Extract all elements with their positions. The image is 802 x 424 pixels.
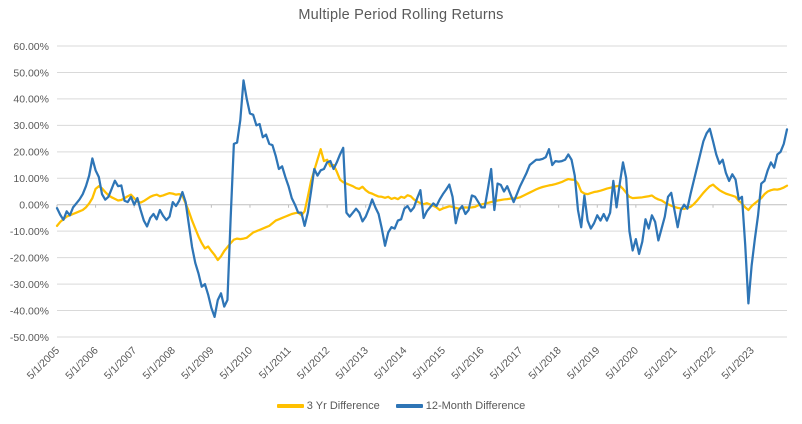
- legend-swatch-12-month-difference: [395, 404, 423, 408]
- legend-swatch-3yr-difference: [276, 404, 304, 408]
- x-tick-label: 5/1/2006: [63, 345, 100, 382]
- x-tick-label: 5/1/2019: [565, 345, 602, 382]
- x-tick-label: 5/1/2016: [449, 345, 486, 382]
- x-tick-label: 5/1/2023: [719, 345, 756, 382]
- y-tick-label: -40.00%: [10, 305, 49, 317]
- x-tick-label: 5/1/2005: [25, 345, 62, 382]
- legend-label-12-month-difference: 12-Month Difference: [425, 400, 526, 412]
- y-tick-label: -50.00%: [10, 332, 49, 344]
- y-tick-label: -30.00%: [10, 279, 49, 291]
- chart-legend: 3 Yr Difference 12-Month Difference: [0, 400, 802, 412]
- y-tick-label: 30.00%: [13, 120, 49, 132]
- x-tick-label: 5/1/2020: [604, 345, 641, 382]
- y-tick-label: -10.00%: [10, 226, 49, 238]
- x-tick-label: 5/1/2014: [372, 345, 409, 382]
- x-tick-label: 5/1/2013: [333, 345, 370, 382]
- chart-title: Multiple Period Rolling Returns: [298, 7, 504, 23]
- x-tick-label: 5/1/2011: [257, 345, 294, 382]
- x-axis-labels: 5/1/2005 5/1/2006 5/1/2007 5/1/2008 5/1/2009…: [25, 345, 757, 383]
- legend-item-3yr-difference[interactable]: 3 Yr Difference: [276, 400, 380, 412]
- x-tick-label: 5/1/2017: [488, 345, 525, 382]
- y-axis-labels: 60.00% 50.00% 40.00% 30.00% 20.00% 10.00% 0.00…: [10, 41, 49, 344]
- y-gridlines: [57, 45, 787, 338]
- y-tick-label: 10.00%: [13, 173, 49, 185]
- legend-label-3yr-difference: 3 Yr Difference: [306, 400, 380, 412]
- x-tick-label: 5/1/2022: [681, 345, 718, 382]
- legend-item-12-month-difference[interactable]: 12-Month Difference: [395, 400, 526, 412]
- y-tick-label: 20.00%: [13, 147, 49, 159]
- y-tick-label: -20.00%: [10, 252, 49, 264]
- y-tick-label: 50.00%: [13, 67, 49, 79]
- x-tick-label: 5/1/2018: [526, 345, 563, 382]
- series-line-12-month-difference[interactable]: [55, 79, 789, 319]
- y-tick-label: 0.00%: [19, 200, 49, 212]
- x-tick-label: 5/1/2008: [141, 345, 178, 382]
- x-tick-label: 5/1/2012: [295, 345, 332, 382]
- x-tick-label: 5/1/2015: [411, 345, 448, 382]
- x-tick-label: 5/1/2009: [179, 345, 216, 382]
- x-tick-label: 5/1/2007: [102, 345, 139, 382]
- y-tick-label: 60.00%: [13, 41, 49, 53]
- x-tick-label: 5/1/2010: [218, 345, 255, 382]
- x-tick-label: 5/1/2021: [642, 345, 679, 382]
- y-tick-label: 40.00%: [13, 94, 49, 106]
